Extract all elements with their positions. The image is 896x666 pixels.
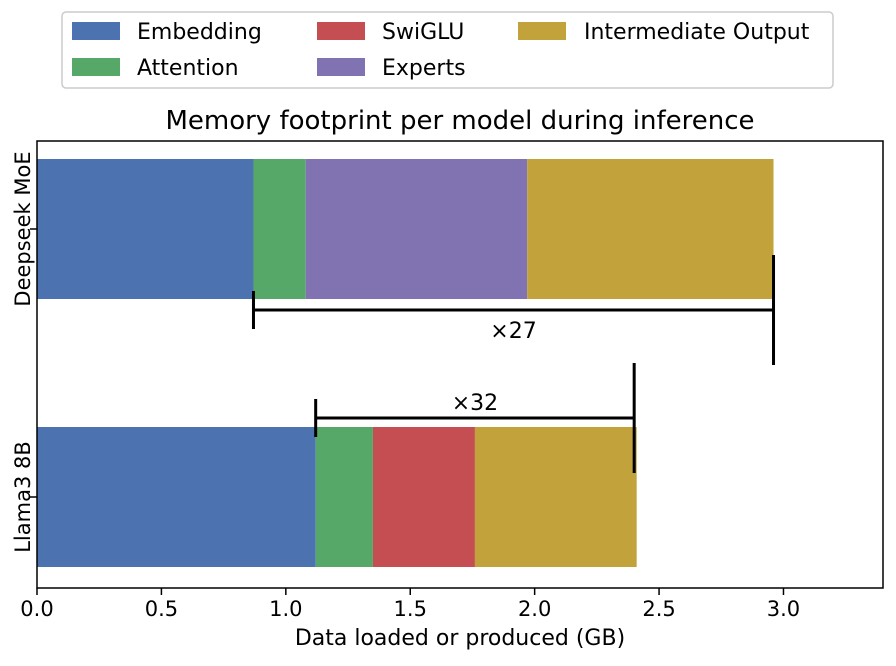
annotation-deepseek-moe: ×27 — [251, 255, 776, 365]
bar-llama3-8b-embedding — [37, 427, 316, 567]
bar-llama3-8b-attention — [315, 427, 373, 567]
annotation-deepseek-moe-label: ×27 — [490, 319, 536, 344]
x-tick-label: 0.0 — [20, 597, 53, 621]
legend-swatch-embedding — [72, 22, 120, 40]
x-tick-label: 2.0 — [518, 597, 551, 621]
annotation-llama3-8b-label: ×32 — [452, 391, 498, 416]
legend-swatch-attention — [72, 58, 120, 76]
legend-swatch-experts — [317, 58, 365, 76]
legend-label-embedding: Embedding — [137, 20, 262, 45]
x-axis-label: Data loaded or produced (GB) — [295, 626, 625, 651]
bar-deepseek-moe-attention — [253, 159, 306, 299]
legend-label-experts: Experts — [382, 56, 466, 81]
x-tick-label: 0.5 — [145, 597, 178, 621]
x-axis-ticks: 0.0 0.5 1.0 1.5 2.0 2.5 3.0 — [20, 588, 800, 621]
bar-group — [37, 159, 774, 567]
x-tick-label: 2.5 — [642, 597, 675, 621]
bar-deepseek-moe-experts — [305, 159, 528, 299]
annotation-group: ×27 ×32 — [251, 255, 776, 473]
x-tick-label: 3.0 — [767, 597, 800, 621]
bar-llama3-8b-intermediate-output — [474, 427, 637, 567]
y-axis-ticks: Deepseek MoE Llama3 8B — [11, 151, 37, 553]
legend-label-attention: Attention — [137, 56, 239, 81]
bar-deepseek-moe-intermediate-output — [527, 159, 774, 299]
chart-title: Memory footprint per model during infere… — [165, 106, 754, 136]
y-tick-label-deepseek-moe: Deepseek MoE — [11, 151, 35, 306]
legend-swatch-intermediate-output — [518, 22, 566, 40]
bar-deepseek-moe-embedding — [37, 159, 254, 299]
bar-llama3-8b-swiglu — [372, 427, 475, 567]
legend-swatch-swiglu — [317, 22, 365, 40]
legend-frame — [61, 11, 834, 89]
legend-label-intermediate-output: Intermediate Output — [584, 20, 810, 45]
plot-frame — [36, 140, 884, 589]
legend-label-swiglu: SwiGLU — [382, 20, 464, 45]
legend: Embedding Attention SwiGLU Experts Inter… — [61, 11, 834, 89]
x-tick-label: 1.5 — [394, 597, 427, 621]
annotation-llama3-8b: ×32 — [314, 363, 636, 473]
x-tick-label: 1.0 — [269, 597, 302, 621]
y-tick-label-llama3-8b: Llama3 8B — [11, 441, 35, 553]
